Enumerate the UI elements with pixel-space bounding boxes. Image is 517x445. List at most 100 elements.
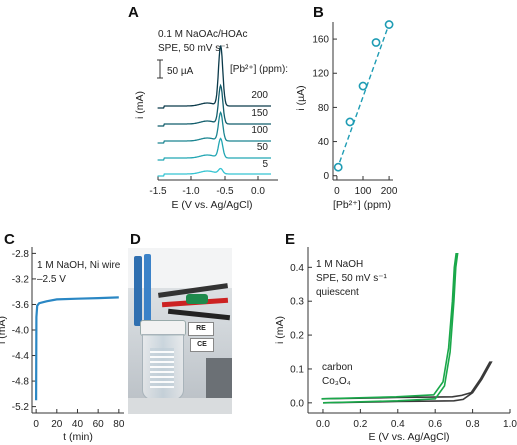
ce-electrode-tag: CE [190,338,214,352]
panel-e-x-tick-label: 0.0 [316,419,330,430]
panel-e-electrolyte-note: 1 M NaOH [316,259,363,270]
panel-e-voltammograms [321,253,493,404]
panel-e: E 0.0 0.2 0.4 0.6 0.8 1.0 0.0 0.1 0.2 0.3 0.4 E (V… [274,231,517,443]
panel-d-photo: RE CE [128,248,232,414]
panel-e-x-axis-label: E (V vs. Ag/AgCl) [368,431,449,443]
panel-e-condition-note: quiescent [316,287,359,298]
panel-c-x-tick-label: 40 [72,419,84,430]
panel-a-trace-label-200: 200 [251,90,268,101]
panel-e-x-tick-label: 0.6 [428,419,442,430]
panel-b-letter: B [313,4,324,21]
panel-b-data-point [345,117,355,127]
panel-c-y-tick-label: -5.2 [12,402,30,413]
panel-b-y-tick-label: 0 [323,171,329,182]
panel-a-trace-label-5: 5 [262,159,268,170]
panel-e-legend-co3o4: Co₃O₄ [322,376,351,387]
panel-e-x-tick-label: 0.4 [391,419,405,430]
panel-a-legend-title: [Pb²⁺] (ppm): [230,64,288,75]
panel-a-y-axis-label: i (mA) [134,91,146,119]
panel-a-electrolyte-note: 0.1 M NaOAc/HOAc [158,29,247,40]
panel-c-y-tick-label: -4.4 [12,351,30,362]
panel-b-x-tick-label: 100 [355,186,372,197]
panel-b-data-point [333,162,343,172]
panel-c-y-tick-label: -4.8 [12,377,30,388]
voltammogram-100 [157,111,271,144]
panel-c-x-tick-label: 80 [113,419,125,430]
panel-c-y-tick-label: -3.6 [12,300,30,311]
re-electrode-tag: RE [188,322,214,336]
panel-b-y-tick-label: 160 [312,35,329,46]
panel-e-electrode-note: SPE, 50 mV s⁻¹ [316,273,388,284]
black-lead [167,308,231,321]
panel-b-fit-line [336,20,392,170]
panel-c-ticks: 0 20 40 60 80 -2.8 -3.2 -3.6 -4.0 -4.4 -4.8 -5.2 [12,249,125,430]
panel-c-y-tick-label: -2.8 [12,249,30,260]
green-clip [186,294,208,304]
panel-b-x-axis-label: [Pb²⁺] (ppm) [333,199,391,211]
panel-a-x-tick-label: 0.0 [251,186,265,197]
panel-c-x-axis-label: t (min) [63,431,93,443]
voltammogram-5 [157,167,271,177]
panel-e-y-axis-label: i (mA) [274,316,286,344]
panel-c-y-tick-label: -3.2 [12,274,30,285]
panel-e-y-tick-label: 0.3 [290,297,304,308]
panel-a-x-tick-label: -0.5 [216,186,234,197]
panel-c-electrolyte-note: 1 M NaOH, Ni wire [37,260,121,271]
panel-c-x-tick-label: 20 [51,419,63,430]
panel-a-trace-label-100: 100 [251,125,268,136]
panel-b-data-point [358,81,368,91]
panel-e-y-tick-label: 0.2 [290,331,304,342]
panel-e-carbon-trace [321,361,493,404]
panel-a-trace-label-50: 50 [257,142,269,153]
panel-b: B 0 100 200 0 40 80 120 160 [Pb²⁺] (ppm) i (µA) [295,4,398,211]
bench-surface [128,398,232,414]
panel-e-y-tick-label: 0.0 [290,398,304,409]
panel-e-x-tick-label: 0.8 [466,419,480,430]
panel-c: C 0 20 40 60 80-2.8-3.2-3.6-4.0-4.4-4.8-5.2 … [0,231,125,443]
panel-e-co3o4-trace [321,253,459,404]
blue-electrode-cable [144,254,151,328]
voltammogram-150 [157,83,271,127]
panel-b-y-tick-label: 80 [318,103,330,114]
panel-a-scale-bar-label: 50 µA [167,66,194,77]
panel-a-electrode-note: SPE, 50 mV s⁻¹ [158,43,230,54]
panel-a: A -1.5 -1.0 -0.5 0.0 E (V vs. Ag/AgCl) i… [128,4,288,211]
voltammogram-50 [157,137,271,161]
background-equipment [206,358,232,398]
panel-b-calibration-points [333,20,394,172]
panel-a-scale-bar [157,59,163,79]
panel-b-x-tick-label: 0 [334,186,340,197]
blue-electrode-cable [134,256,142,326]
voltammogram-200 [157,45,271,109]
panel-c-x-tick-label: 0 [33,419,39,430]
panel-e-letter: E [285,231,295,248]
panel-b-x-tick-label: 200 [381,186,398,197]
panel-a-x-axis-label: E (V vs. Ag/AgCl) [171,199,252,211]
panel-c-chronoamperogram [35,296,119,401]
panel-c-potential-note: –2.5 V [37,274,66,285]
panel-b-data-point [384,20,394,29]
panel-b-y-tick-label: 120 [312,69,329,80]
panel-b-y-axis-label: i (µA) [295,85,307,110]
panel-c-letter: C [4,231,15,248]
panel-c-current-trace [35,296,119,401]
panel-b-y-tick-label: 40 [318,137,330,148]
panel-a-voltammograms [157,45,271,177]
panel-d-letter: D [130,231,141,248]
panel-a-letter: A [128,4,139,21]
panel-e-x-tick-label: 1.0 [503,419,517,430]
panel-e-y-tick-label: 0.1 [290,364,304,375]
panel-b-ticks: 0 100 200 0 40 80 120 160 [312,35,398,197]
panel-e-x-tick-label: 0.2 [353,419,367,430]
panel-c-x-tick-label: 60 [93,419,105,430]
gas-bubbles [150,348,174,388]
panel-b-data-point [371,38,381,47]
panel-a-x-tick-label: -1.0 [182,186,200,197]
panel-a-x-tick-label: -1.5 [149,186,167,197]
panel-a-trace-label-150: 150 [251,108,268,119]
panel-e-y-tick-label: 0.4 [290,263,304,274]
panel-c-y-axis-label: i (mA) [0,316,8,344]
panel-e-ticks: 0.0 0.2 0.4 0.6 0.8 1.0 0.0 0.1 0.2 0.3 0.4 [290,263,517,430]
panel-e-legend-carbon: carbon [322,362,353,373]
